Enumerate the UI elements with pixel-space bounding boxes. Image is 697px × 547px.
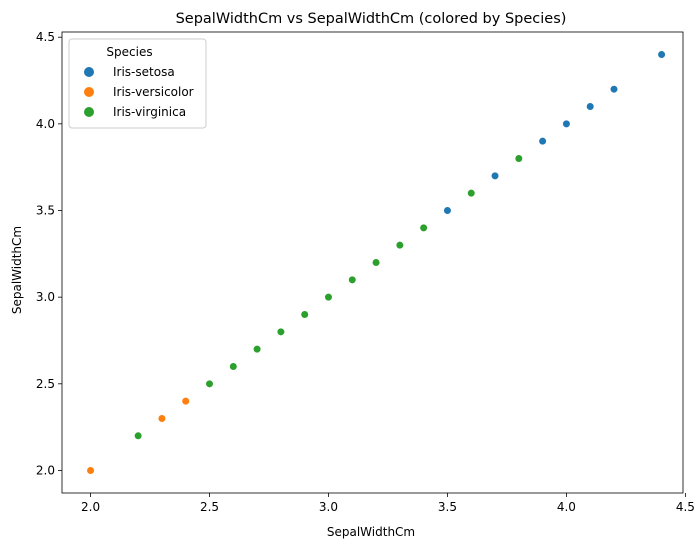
y-tick-label: 2.5: [36, 377, 55, 391]
legend-entry: Iris-versicolor: [113, 85, 194, 99]
data-point: [86, 466, 95, 475]
axes: 2.0 2.5 3.0 3.5 4.0 4.5 2.0 2.5 3.0 3.5 4.0 4.5: [36, 30, 695, 514]
axes-frame: [61, 31, 684, 494]
y-tick-label: 4.5: [36, 30, 55, 44]
legend: Species Iris-setosa Iris-versicolor Iris-vi…: [68, 38, 207, 129]
x-tick-label: 4.5: [676, 500, 695, 514]
y-tick-label: 3.0: [36, 290, 55, 304]
data-point: [586, 102, 595, 111]
legend-title: Species: [106, 45, 152, 59]
data-point: [467, 189, 476, 198]
x-tick-label: 3.5: [438, 500, 457, 514]
data-point: [181, 397, 190, 406]
chart-title: SepalWidthCm vs SepalWidthCm (colored by…: [176, 11, 567, 27]
data-point: [609, 85, 619, 94]
data-point: [300, 310, 309, 319]
legend-box: [68, 38, 207, 129]
data-point: [371, 258, 381, 267]
data-point: [348, 275, 357, 284]
y-tick-label: 2.0: [36, 463, 55, 477]
legend-marker: [84, 87, 94, 97]
data-point: [395, 241, 404, 250]
y-axis-label: SepalWidthCm: [10, 226, 24, 314]
data-point: [562, 119, 571, 128]
data-points: [86, 50, 666, 475]
y-tick-label: 4.0: [36, 117, 55, 131]
x-tick-label: 4.0: [557, 500, 576, 514]
legend-marker: [84, 107, 94, 117]
legend-marker: [84, 67, 94, 77]
x-axis-label: SepalWidthCm: [327, 525, 415, 539]
data-point: [657, 50, 666, 59]
data-point: [134, 431, 143, 440]
x-tick-label: 3.0: [319, 500, 338, 514]
data-point: [324, 293, 333, 302]
y-tick-label: 3.5: [36, 204, 55, 218]
x-tick-label: 2.0: [81, 500, 100, 514]
data-point: [538, 137, 547, 146]
data-point: [276, 327, 285, 336]
data-point: [253, 345, 262, 354]
x-tick-label: 2.5: [200, 500, 219, 514]
data-point: [419, 223, 428, 232]
data-point: [205, 379, 214, 388]
data-point: [490, 171, 500, 180]
data-point: [157, 414, 167, 423]
data-point: [443, 206, 452, 215]
data-point: [514, 154, 523, 163]
legend-entry: Iris-setosa: [113, 65, 175, 79]
legend-entry: Iris-virginica: [113, 105, 186, 119]
data-point: [229, 362, 238, 371]
